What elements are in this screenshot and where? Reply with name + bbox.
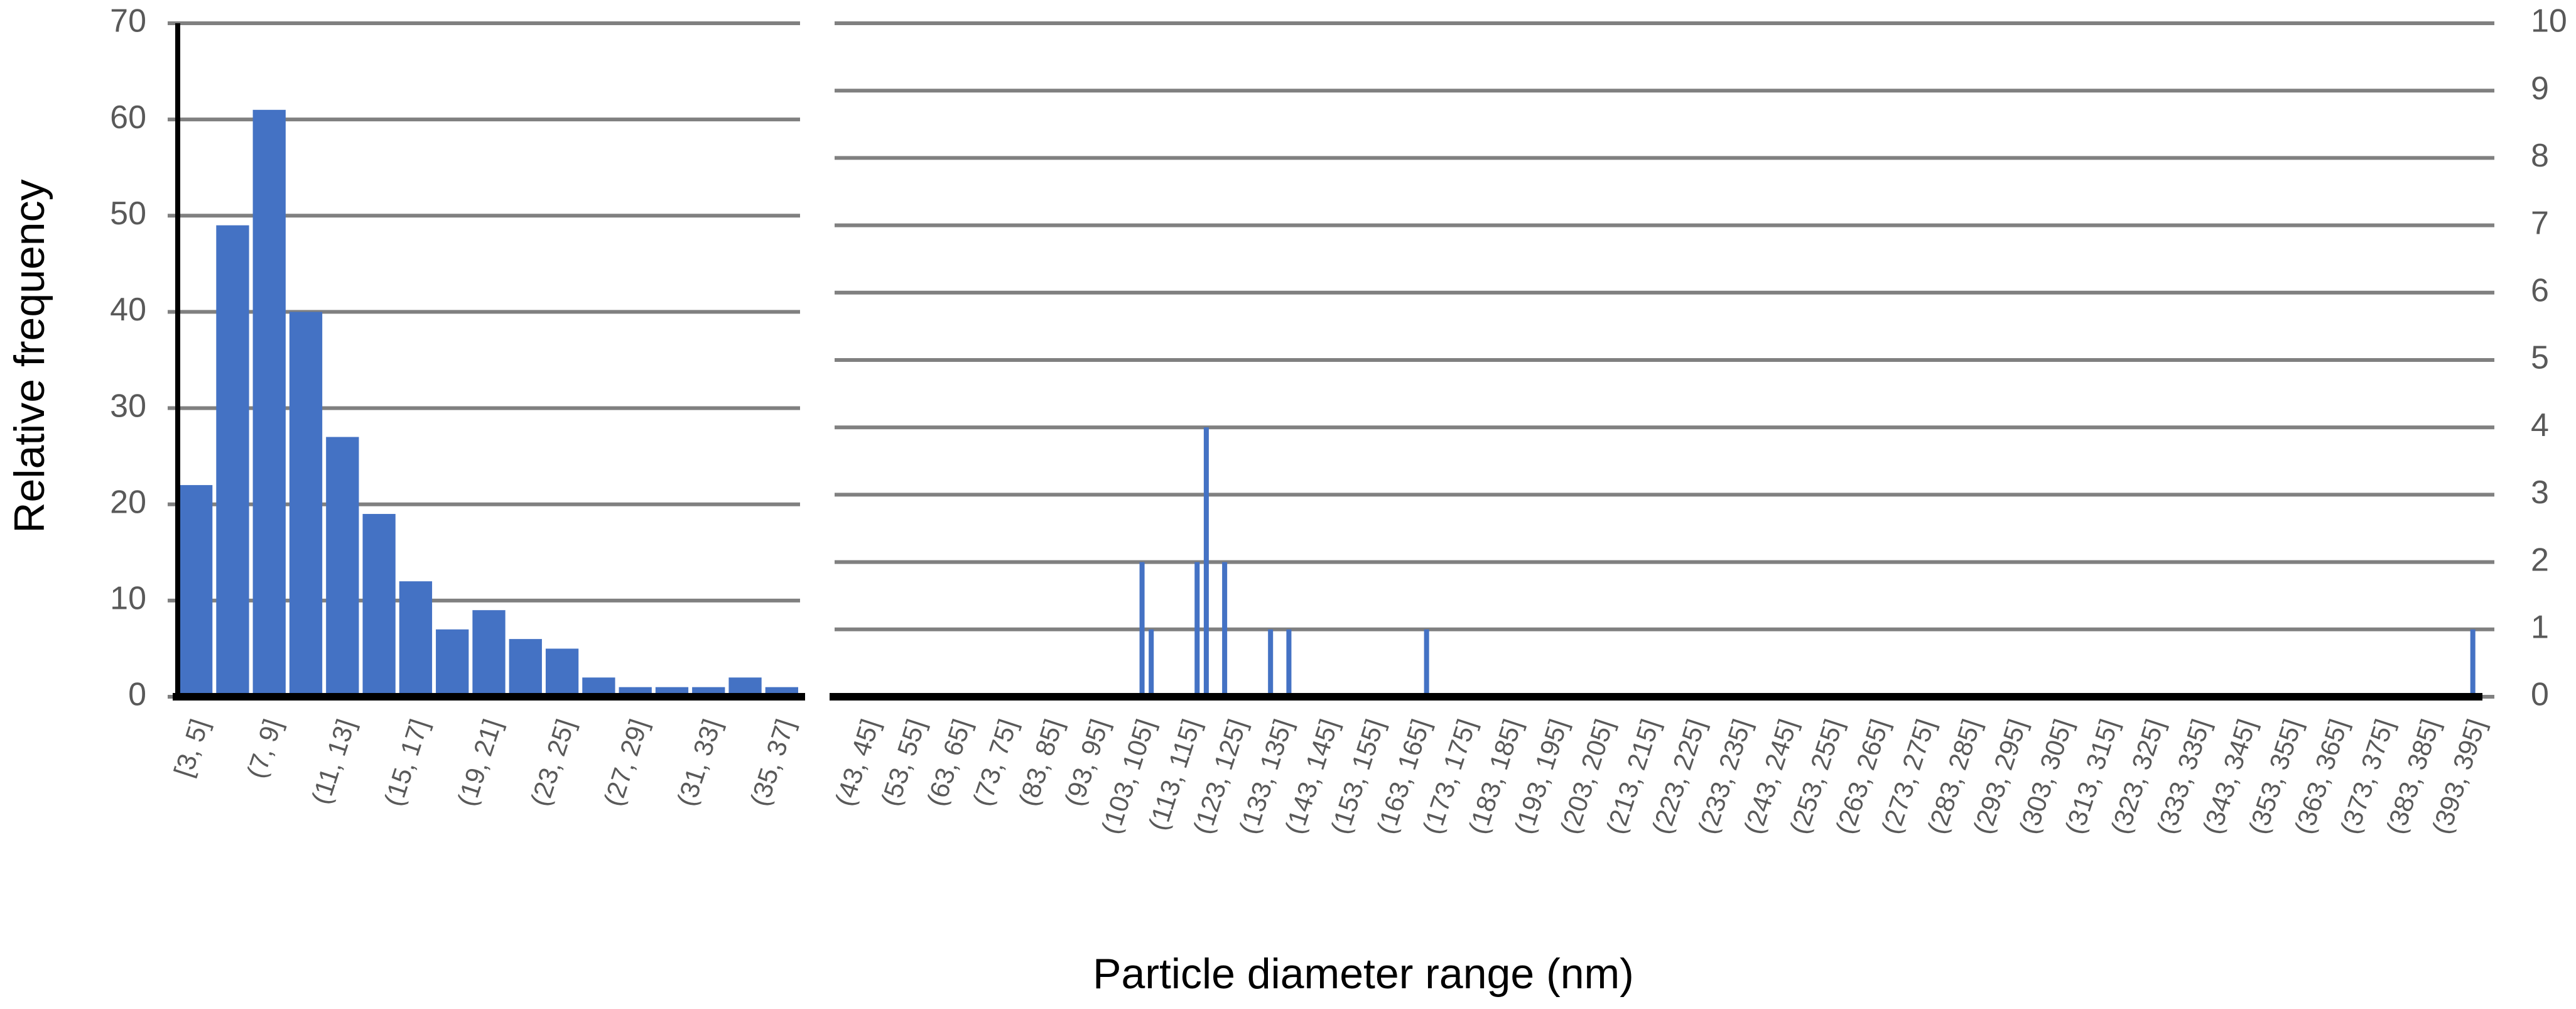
bar bbox=[1424, 629, 1429, 697]
y-tick-label: 6 bbox=[2531, 273, 2549, 309]
x-tick-label: (23, 25] bbox=[524, 716, 580, 810]
y-tick-label: 20 bbox=[110, 484, 146, 520]
y-tick-label: 10 bbox=[110, 581, 146, 617]
bar bbox=[216, 225, 249, 697]
bar bbox=[326, 437, 359, 697]
y-tick-label: 40 bbox=[110, 292, 146, 328]
bar bbox=[545, 648, 579, 697]
y-tick-label: 0 bbox=[2531, 677, 2549, 713]
y-axis-title: Relative frequency bbox=[6, 179, 53, 533]
x-tick-label: [3, 5] bbox=[168, 716, 215, 780]
bar bbox=[436, 629, 469, 697]
bar bbox=[399, 581, 433, 697]
bar bbox=[252, 109, 286, 697]
bar bbox=[289, 312, 323, 697]
x-tick-label: (19, 21] bbox=[452, 716, 507, 810]
bar bbox=[2470, 629, 2476, 697]
y-tick-label: 50 bbox=[110, 195, 146, 232]
y-tick-label: 0 bbox=[128, 677, 146, 713]
y-tick-label: 3 bbox=[2531, 474, 2549, 511]
x-tick-label: (15, 17] bbox=[378, 716, 434, 810]
bar bbox=[1149, 629, 1154, 697]
bar bbox=[1222, 562, 1228, 697]
y-tick-label: 60 bbox=[110, 99, 146, 136]
y-tick-label: 4 bbox=[2531, 407, 2549, 444]
bar bbox=[472, 610, 506, 697]
y-tick-label: 2 bbox=[2531, 542, 2549, 578]
x-axis-title: Particle diameter range (nm) bbox=[1093, 950, 1634, 998]
bar bbox=[1268, 629, 1274, 697]
x-tick-label: (27, 29] bbox=[598, 716, 654, 810]
bar bbox=[509, 639, 542, 697]
y-tick-label: 70 bbox=[110, 3, 146, 40]
y-tick-label: 9 bbox=[2531, 70, 2549, 107]
bar bbox=[1286, 629, 1292, 697]
bar bbox=[1194, 562, 1200, 697]
y-tick-label: 5 bbox=[2531, 340, 2549, 376]
bar bbox=[180, 485, 213, 697]
y-tick-label: 10 bbox=[2531, 3, 2567, 40]
bar bbox=[1203, 427, 1209, 697]
y-tick-label: 7 bbox=[2531, 205, 2549, 241]
bar bbox=[362, 514, 396, 697]
x-tick-label: (7, 9] bbox=[241, 716, 288, 782]
x-tick-label: (31, 33] bbox=[671, 716, 727, 810]
y-tick-label: 8 bbox=[2531, 138, 2549, 174]
y-tick-label: 1 bbox=[2531, 609, 2549, 646]
x-tick-label: (11, 13] bbox=[306, 716, 361, 808]
y-tick-label: 30 bbox=[110, 388, 146, 424]
bar bbox=[1139, 562, 1145, 697]
x-tick-label: (35, 37] bbox=[744, 716, 800, 810]
